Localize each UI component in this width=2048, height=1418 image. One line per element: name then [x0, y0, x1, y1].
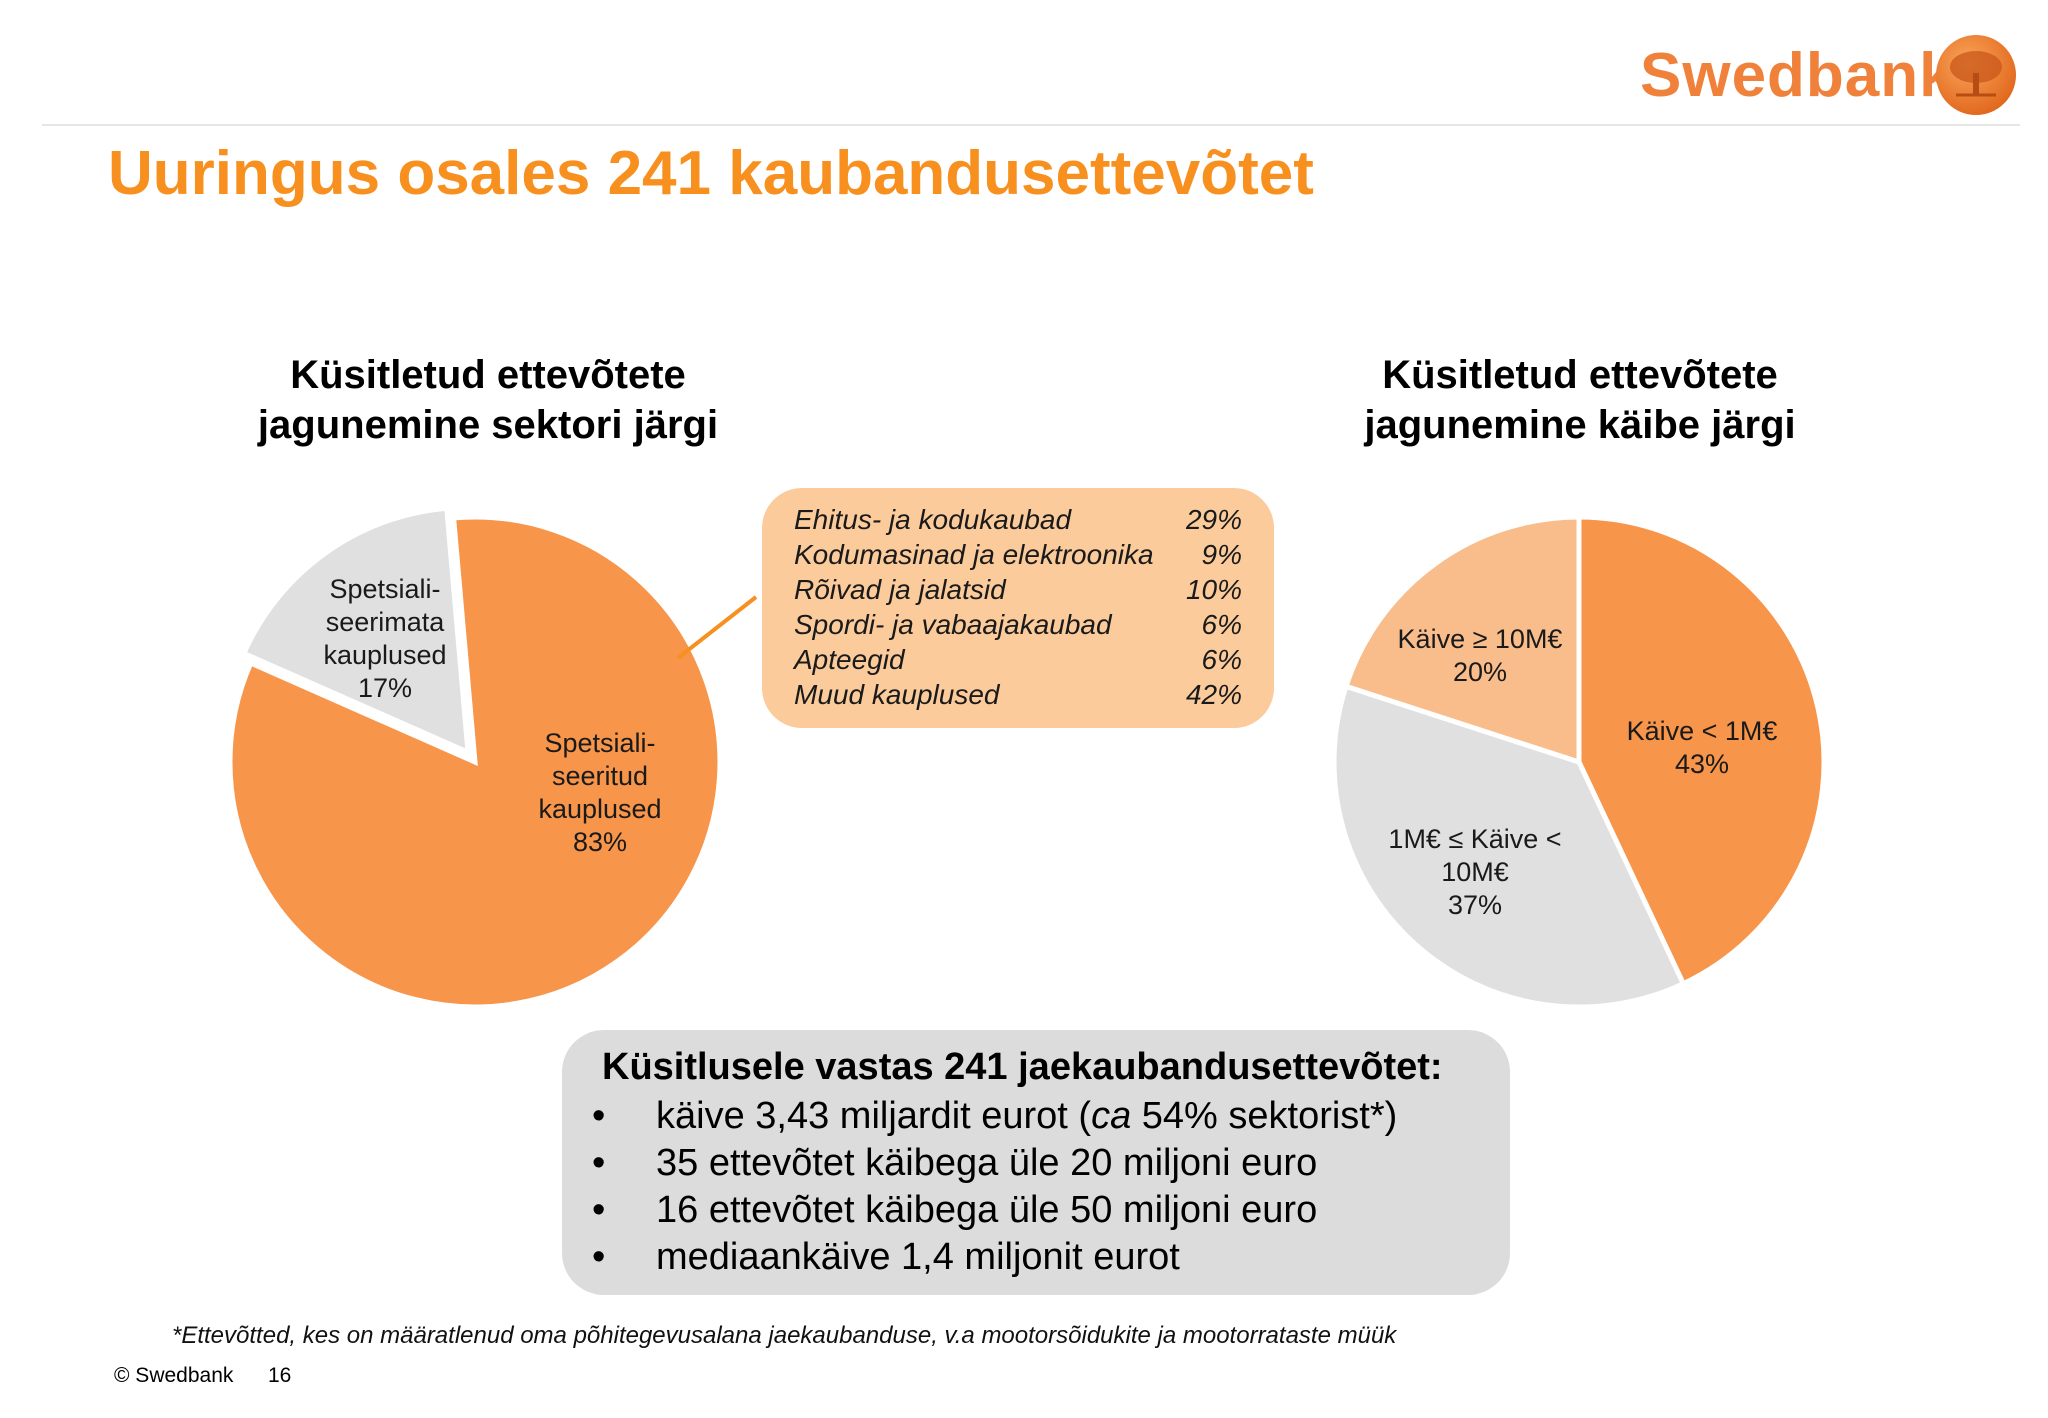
- sector-breakdown-callout: Ehitus- ja kodukaubad 29% Kodumasinad ja e…: [762, 488, 1274, 728]
- chart-2-title-line-2: jagunemine käibe järgi: [1364, 403, 1796, 447]
- chart-2-slice-2-label: 1M€ ≤ Käive <10M€ 37%: [1388, 824, 1561, 920]
- callout-row-value: 6%: [1201, 644, 1242, 675]
- summary-heading: Küsitlusele vastas 241 jaekaubandusettev…: [602, 1046, 1443, 1088]
- callout-connector-line: [676, 595, 758, 660]
- bullet: •: [592, 1095, 606, 1137]
- callout-row-label: Apteegid: [794, 644, 905, 675]
- callout-row: Kodumasinad ja elektroonika 9%: [794, 539, 1242, 574]
- summary-item-text-italic: ca: [1091, 1095, 1132, 1137]
- callout-row: Ehitus- ja kodukaubad 29%: [794, 504, 1242, 539]
- callout-row-label: Kodumasinad ja elektroonika: [794, 539, 1154, 570]
- callout-row-label: Spordi- ja vabaajakaubad: [794, 609, 1112, 640]
- callout-row: Apteegid 6%: [794, 644, 1242, 679]
- chart-1-slice-1-label: Spetsiali-seeritud kauplused 83%: [538, 728, 661, 857]
- chart-2-title: Küsitletud ettevõtete jagunemine käibe j…: [1260, 350, 1900, 450]
- footnote: *Ettevõtted, kes on määratlenud oma põhi…: [172, 1322, 1397, 1349]
- bullet: •: [592, 1236, 606, 1278]
- chart-2-slice-1: [1576, 514, 1827, 988]
- callout-row-value: 9%: [1201, 539, 1242, 570]
- callout-row-value: 29%: [1185, 504, 1242, 535]
- chart-1-title-line-1: Küsitletud ettevõtete: [290, 353, 686, 397]
- chart-1-title: Küsitletud ettevõtete jagunemine sektori…: [168, 350, 808, 450]
- summary-item-text: 35 ettevõtet käibega üle 20 miljoni euro: [656, 1142, 1318, 1184]
- summary-item-text: käive 3,43 miljardit eurot (ca 54% sekto…: [656, 1095, 1397, 1138]
- callout-row-value: 42%: [1185, 679, 1242, 710]
- page-number: 16: [268, 1364, 292, 1387]
- chart-2-slice-3-label: Käive ≥ 10M€ 20%: [1398, 624, 1563, 687]
- chart-1-title-line-2: jagunemine sektori järgi: [257, 403, 719, 447]
- summary-item-text: 16 ettevõtet käibega üle 50 miljoni euro: [656, 1189, 1318, 1231]
- callout-row-value: 10%: [1185, 574, 1242, 605]
- bullet: •: [592, 1142, 606, 1184]
- swedbank-oak-logo-icon: [1936, 35, 2016, 115]
- swedbank-logo-text: Swedbank: [1640, 41, 1955, 110]
- chart-1-slice-2-label: Spetsiali-seerimata kauplused 17%: [323, 574, 446, 703]
- callout-row-value: 6%: [1201, 609, 1242, 640]
- summary-item-text-part: 54% sektorist*): [1131, 1095, 1398, 1137]
- callout-row: Muud kauplused 42%: [794, 679, 1242, 714]
- chart-1-slice-2: [240, 505, 471, 757]
- callout-row-label: Ehitus- ja kodukaubad: [794, 504, 1072, 535]
- copyright: © Swedbank: [114, 1364, 234, 1387]
- summary-item-text: mediaankäive 1,4 miljonit eurot: [656, 1236, 1180, 1278]
- header-divider: [42, 124, 2020, 126]
- chart-2-slice-3: [1342, 514, 1582, 766]
- callout-row-label: Rõivad ja jalatsid: [794, 574, 1006, 605]
- callout-row: Spordi- ja vabaajakaubad 6%: [794, 609, 1242, 644]
- chart-2-slice-2: [1331, 683, 1687, 1010]
- chart-2-slice-1-label: Käive < 1M€ 43%: [1627, 716, 1778, 779]
- chart-1-slice-1: [227, 514, 723, 1010]
- survey-summary-box: Küsitlusele vastas 241 jaekaubandusettev…: [562, 1030, 1510, 1295]
- summary-item-text-part: käive 3,43 miljardit eurot (: [656, 1095, 1092, 1137]
- slide-title: Uuringus osales 241 kaubandusettevõtet: [108, 139, 1314, 208]
- bullet: •: [592, 1189, 606, 1231]
- callout-row: Rõivad ja jalatsid 10%: [794, 574, 1242, 609]
- callout-row-label: Muud kauplused: [794, 679, 1000, 710]
- chart-2-title-line-1: Küsitletud ettevõtete: [1382, 353, 1778, 397]
